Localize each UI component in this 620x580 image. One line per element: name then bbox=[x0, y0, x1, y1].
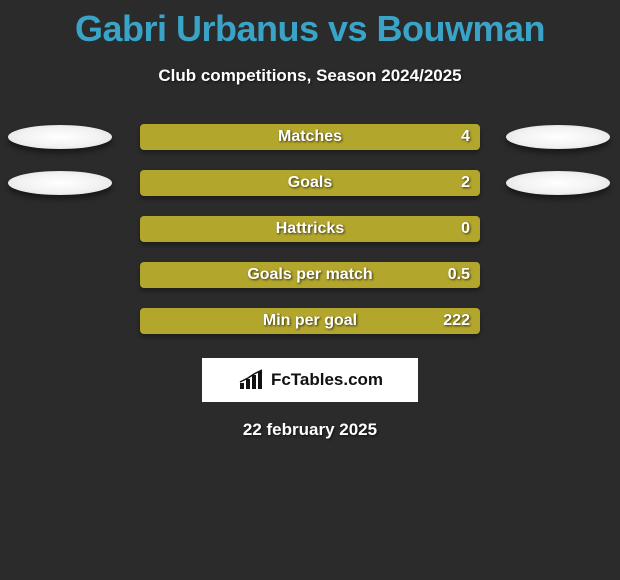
stat-bar: Min per goal 222 bbox=[140, 308, 480, 334]
stats-container: Matches 4 Goals 2 Hattricks 0 Goals per … bbox=[0, 114, 620, 344]
stat-row: Min per goal 222 bbox=[0, 298, 620, 344]
stat-bar: Goals 2 bbox=[140, 170, 480, 196]
brand-chart-icon bbox=[237, 369, 265, 391]
left-value-ellipse bbox=[8, 171, 112, 195]
brand-box: FcTables.com bbox=[202, 358, 418, 402]
left-value-ellipse bbox=[8, 125, 112, 149]
date-text: 22 february 2025 bbox=[0, 420, 620, 440]
stat-value-right: 222 bbox=[443, 312, 470, 330]
stat-label: Matches bbox=[278, 128, 342, 146]
stat-label: Hattricks bbox=[276, 220, 344, 238]
right-value-ellipse bbox=[506, 171, 610, 195]
subtitle: Club competitions, Season 2024/2025 bbox=[0, 66, 620, 86]
page-title: Gabri Urbanus vs Bouwman bbox=[0, 0, 620, 50]
stat-value-right: 4 bbox=[461, 128, 470, 146]
stat-bar: Goals per match 0.5 bbox=[140, 262, 480, 288]
stat-row: Hattricks 0 bbox=[0, 206, 620, 252]
stat-label: Min per goal bbox=[263, 312, 357, 330]
stat-bar: Hattricks 0 bbox=[140, 216, 480, 242]
stat-row: Goals per match 0.5 bbox=[0, 252, 620, 298]
stat-value-right: 2 bbox=[461, 174, 470, 192]
brand-text: FcTables.com bbox=[271, 370, 383, 390]
stat-value-right: 0.5 bbox=[448, 266, 470, 284]
stat-row: Matches 4 bbox=[0, 114, 620, 160]
right-value-ellipse bbox=[506, 125, 610, 149]
stat-bar: Matches 4 bbox=[140, 124, 480, 150]
stat-label: Goals bbox=[288, 174, 332, 192]
stat-row: Goals 2 bbox=[0, 160, 620, 206]
stat-label: Goals per match bbox=[247, 266, 372, 284]
stat-value-right: 0 bbox=[461, 220, 470, 238]
